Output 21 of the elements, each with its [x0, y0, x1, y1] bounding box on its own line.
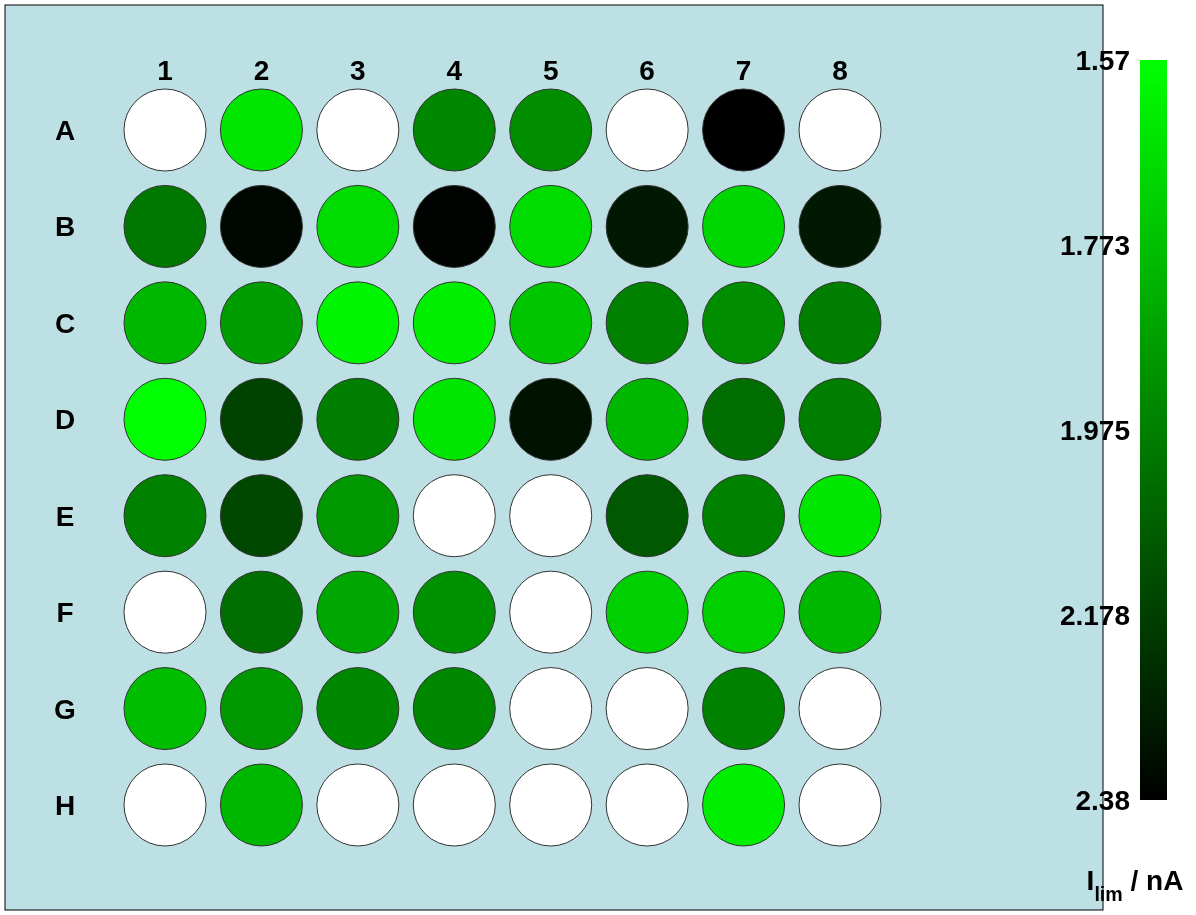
y-tick-label: A: [54, 115, 76, 146]
x-tick-label: 3: [350, 55, 366, 86]
y-tick-label: B: [54, 211, 76, 243]
y-tick-label: C: [54, 307, 76, 339]
y-tick-label: F: [56, 597, 74, 629]
color-bar-label: 2.38: [1075, 785, 1130, 816]
x-tick-label: 8: [832, 55, 848, 86]
y-tick-label: D: [54, 404, 76, 436]
color-bar-label: 2.178: [1059, 600, 1130, 632]
color-bar-label: 1.975: [1059, 415, 1130, 446]
x-tick-label: 1: [157, 55, 173, 86]
color-bar-label: 1.57: [1075, 45, 1130, 76]
x-tick-label: 6: [639, 55, 655, 86]
y-tick-label: H: [54, 790, 76, 821]
x-tick-label: 2: [253, 55, 270, 86]
color-bar-label: 1.773: [1059, 230, 1130, 262]
x-tick-label: 7: [735, 55, 752, 86]
x-tick-label: 4: [446, 55, 463, 86]
y-tick-label: E: [55, 500, 75, 532]
x-tick-label: 5: [542, 55, 559, 86]
y-tick-label: G: [54, 693, 76, 725]
